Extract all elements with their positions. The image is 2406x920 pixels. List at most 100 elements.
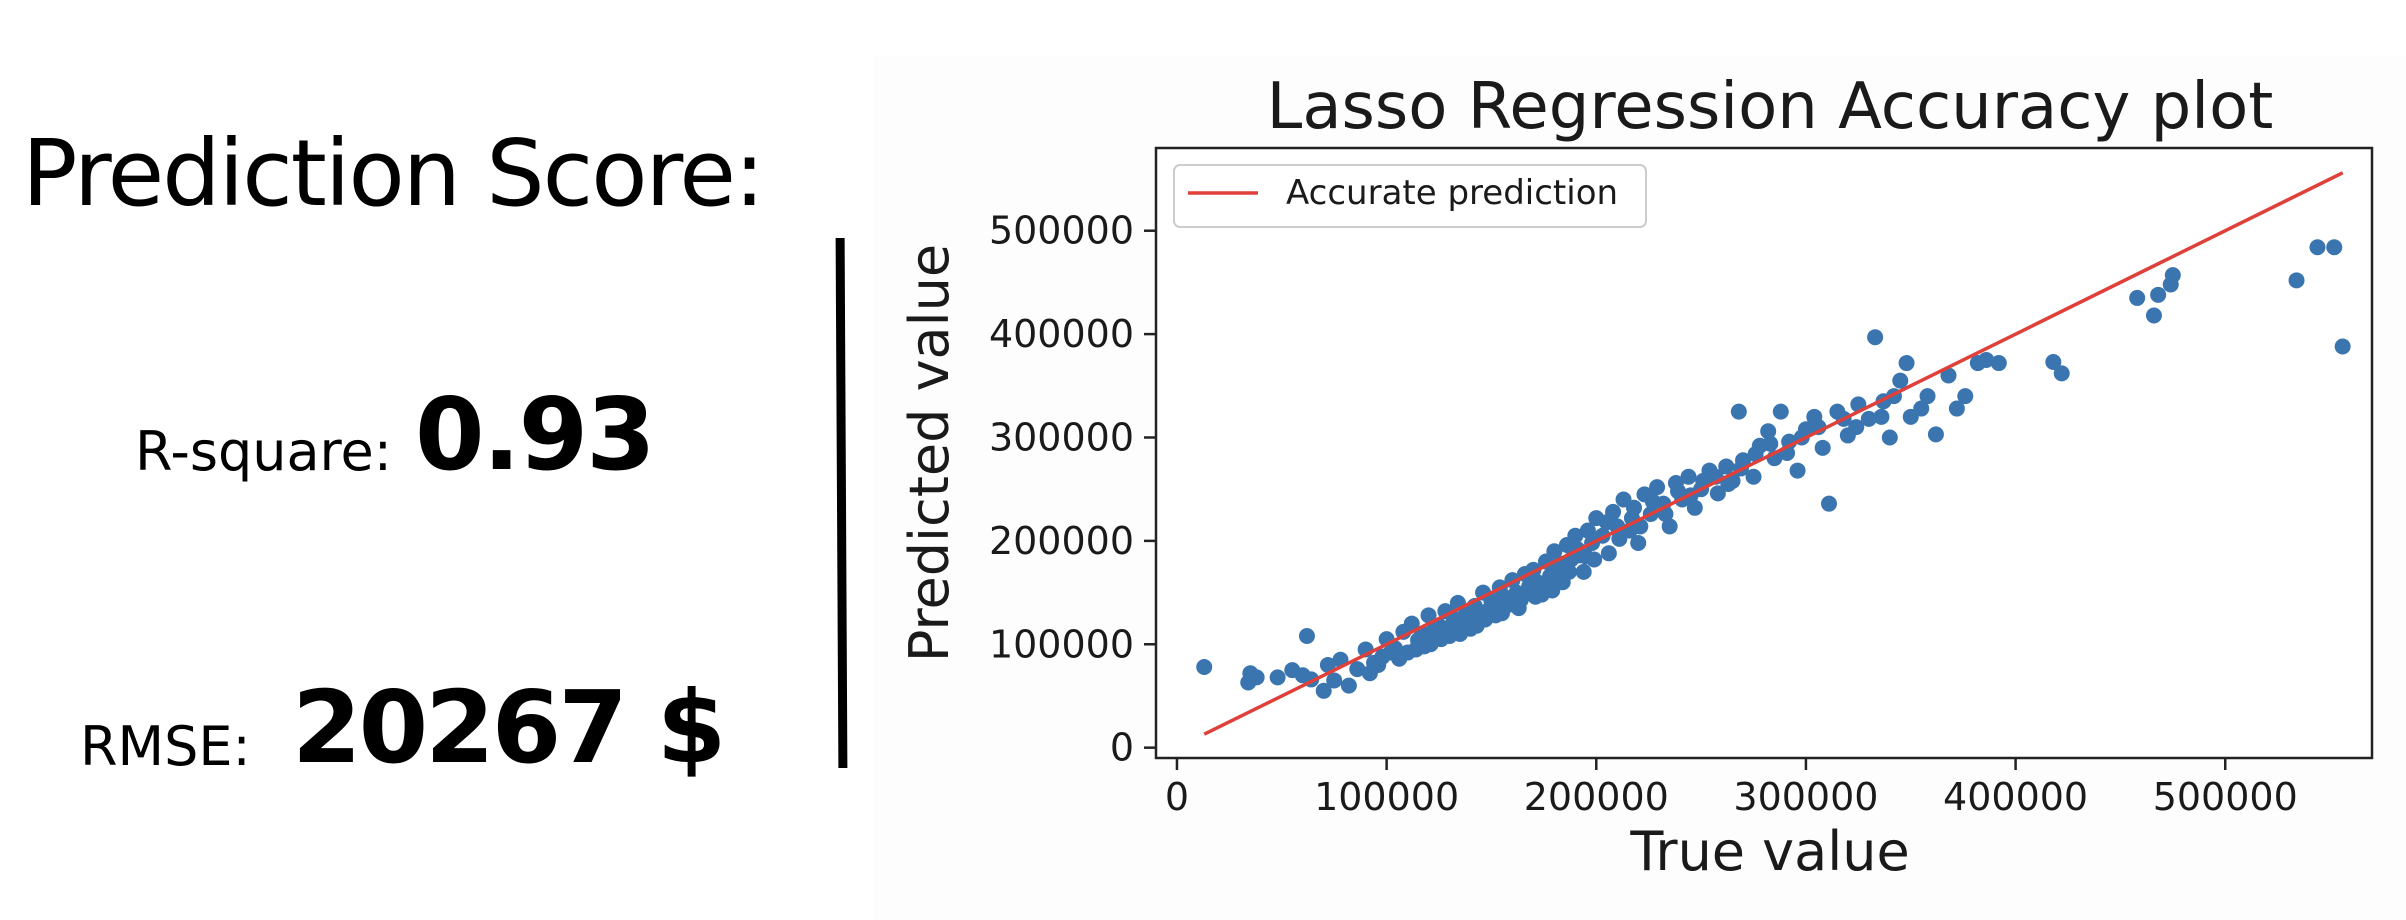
scatter-point [1319,656,1336,673]
y-axis-label: Predicted value [898,244,961,662]
scatter-point [1919,388,1936,405]
legend: Accurate prediction [1173,164,1647,228]
scatter-point [1661,518,1678,535]
scatter-point [1730,403,1747,420]
scatter-point [1820,495,1837,512]
scatter-point [1248,669,1265,686]
y-tick-label: 300000 [989,415,1134,459]
scatter-point [1433,631,1450,648]
scatter-point [2045,354,2062,371]
scatter-point [2053,365,2070,382]
scatter-point [1527,588,1544,605]
y-tick-label: 100000 [989,622,1134,666]
scatter-point [1978,351,1995,368]
scatter-point [2288,272,2305,289]
scatter-point [1326,672,1343,689]
y-tick-label: 0 [1110,726,1134,770]
scatter-point [1370,656,1387,673]
scatter-point [1927,426,1944,443]
scatter-point [1579,522,1596,539]
scatter-point [1873,408,1890,425]
x-tick-label: 0 [1165,775,1189,819]
scatter-point [2150,286,2167,303]
scatter-point [1391,650,1408,667]
scatter-point [1718,458,1735,475]
scatter-point [1420,607,1437,624]
x-tick-label: 500000 [2153,775,2298,819]
scatter-point [1940,367,1957,384]
scatter-point [1686,499,1703,516]
scatter-point [1196,659,1213,676]
scatter-point [1407,641,1424,658]
scatter-point [1452,625,1468,642]
scatter-point [1403,615,1420,632]
scatter-point [1680,468,1697,485]
y-axis: 0 100000 200000 300000 400000 500000 [989,209,1156,770]
scatter-point [1760,423,1777,440]
scatter-point [1575,563,1592,580]
r-square-value: 0.93 [415,376,656,493]
y-tick-label: 500000 [989,209,1134,253]
scatter-point [1269,669,1286,686]
legend-box [1173,164,1647,228]
scatter-point [1814,439,1831,456]
scatter-point [1848,419,1865,436]
scatter-point [2309,239,2326,256]
y-tick-label: 400000 [989,312,1134,356]
scatter-point [2129,289,2146,306]
scatter-point [1913,400,1930,417]
x-tick-label: 400000 [1943,775,2088,819]
scatter-point [1892,372,1909,389]
scatter-point [1493,605,1510,622]
x-tick-label: 200000 [1524,775,1669,819]
scatter-point [1510,600,1527,617]
scatter-point [1670,483,1687,500]
rmse-label: RMSE: [80,715,251,778]
scatter-point [1898,355,1915,372]
scatter-point [1772,403,1789,420]
legend-label: Accurate prediction [1286,173,1618,213]
scatter-point [2164,267,2181,284]
scatter-point [1546,543,1563,560]
scatter-point [1860,410,1877,427]
scatter-point [1644,493,1661,510]
scatter-point [1789,462,1806,479]
scatter-point [1561,563,1578,580]
scatter-point [1745,468,1762,485]
scatter-point [1957,388,1974,405]
scatter-point [1948,400,1965,417]
scatter-point [1630,534,1647,551]
scatter-point [1598,514,1615,531]
scatter-point [1867,329,1884,346]
prediction-score-title: Prediction Score: [22,120,765,227]
scatter-point [1649,479,1666,496]
scatter-point [1990,355,2007,372]
x-tick-label: 100000 [1314,775,1459,819]
y-tick-label: 200000 [989,519,1134,563]
scatter-point [1881,429,1898,446]
accurate-prediction-line [1203,171,2344,736]
scatter-point [1720,476,1737,493]
x-axis: 0 100000 200000 300000 400000 500000 [1165,758,2298,819]
scatter-point [1477,611,1494,628]
x-tick-label: 300000 [1733,775,1878,819]
scatter-point [1349,661,1366,678]
scatter-point [1567,527,1584,544]
scatter-point [1544,582,1561,599]
scatter-point [2334,338,2351,355]
x-axis-label: True value [1629,820,1909,883]
rmse-value: 20267 $ [292,669,726,786]
scatter-points [1196,239,2351,699]
scatter-point [1586,551,1603,568]
scatter-point [2145,307,2162,324]
scatter-point [1611,530,1628,547]
r-square-label: R-square: [135,420,392,483]
scatter-point [1762,435,1779,452]
scatter-point [1600,545,1617,562]
scatter-point [1298,628,1315,644]
scatter-point [1709,485,1726,502]
scatter-point [2326,239,2343,256]
scatter-point [1747,446,1764,463]
scatter-point [1340,677,1357,694]
